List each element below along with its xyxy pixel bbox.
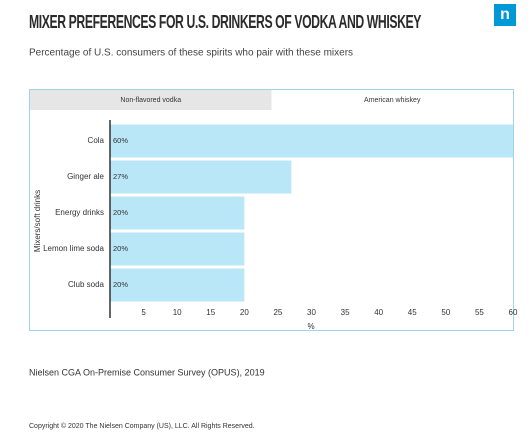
value-label: 20% [113, 280, 128, 289]
value-label: 20% [113, 244, 128, 253]
tab-label[interactable]: American whiskey [364, 97, 421, 104]
x-tick-label: 15 [206, 308, 215, 317]
tab-label[interactable]: Non-flavored vodka [120, 97, 181, 104]
bar [110, 268, 245, 302]
x-tick-label: 30 [307, 308, 316, 317]
x-tick-label: 40 [374, 308, 383, 317]
chart-title: MIXER PREFERENCES FOR U.S. DRINKERS OF V… [29, 12, 421, 32]
value-label: 20% [113, 208, 128, 217]
logo: n [500, 6, 510, 23]
value-label: 60% [113, 136, 128, 145]
y-tick-label: Cola [88, 136, 105, 145]
x-tick-label: 60 [509, 308, 518, 317]
tab[interactable] [30, 90, 272, 110]
logo-box [494, 4, 516, 26]
y-tick-label: Ginger ale [67, 172, 104, 181]
bar [110, 160, 292, 194]
y-tick-label: Lemon lime soda [43, 244, 104, 253]
bar [110, 124, 513, 158]
copyright: Copyright © 2020 The Nielsen Company (US… [29, 422, 255, 430]
source: Nielsen CGA On-Premise Consumer Survey (… [29, 367, 265, 377]
y-tick-label: Energy drinks [55, 208, 104, 217]
x-tick-label: 5 [141, 308, 146, 317]
bar [110, 232, 245, 266]
tab[interactable] [271, 90, 514, 110]
x-axis-title: % [307, 322, 314, 331]
x-tick-label: 45 [408, 308, 417, 317]
y-tick-label: Club soda [68, 280, 105, 289]
x-tick-label: 55 [475, 308, 484, 317]
bar [110, 196, 245, 230]
x-tick-label: 10 [173, 308, 182, 317]
subtitle: Percentage of U.S. consumers of these sp… [29, 48, 353, 59]
value-label: 27% [113, 172, 128, 181]
x-tick-label: 25 [273, 308, 282, 317]
x-tick-label: 50 [441, 308, 450, 317]
x-tick-label: 20 [240, 308, 249, 317]
y-axis-title: Mixers/soft drinks [33, 190, 42, 252]
x-tick-label: 35 [341, 308, 350, 317]
